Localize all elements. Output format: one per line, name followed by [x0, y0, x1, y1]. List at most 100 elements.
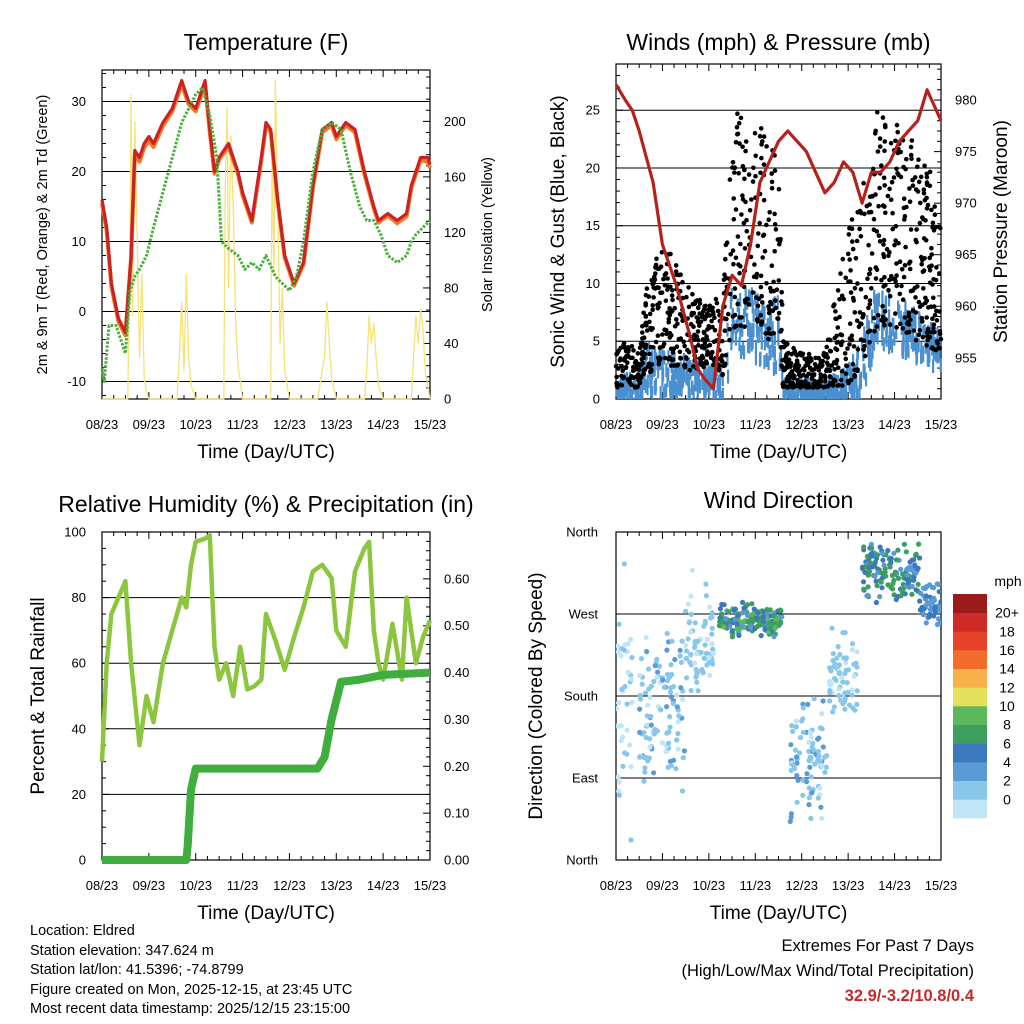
wind-direction-point: [647, 694, 653, 700]
wind-gust-point: [842, 351, 848, 356]
wind-gust-point: [722, 361, 728, 367]
wind-gust-point: [882, 275, 887, 280]
wind-gust-point: [928, 330, 934, 335]
wind-gust-point: [914, 227, 919, 232]
wind-gust-point: [802, 368, 807, 373]
wind-direction-point: [849, 647, 855, 653]
wind-gust-point: [881, 175, 887, 181]
wind-direction-point: [744, 613, 751, 619]
wind-direction-point: [808, 774, 814, 780]
y-axis-label: Percent & Total Rainfall: [28, 597, 49, 794]
wind-gust-point: [929, 252, 934, 257]
wind-gust-point: [771, 279, 776, 285]
y-right-tick-label: 80: [444, 280, 458, 295]
wind-gust-point: [743, 300, 748, 305]
wind-direction-point: [668, 662, 674, 668]
wind-direction-point: [654, 656, 660, 663]
colorbar-unit: mph: [994, 573, 1021, 589]
wind-gust-point: [639, 352, 645, 357]
wind-direction-point: [670, 701, 676, 707]
wind-gust-point: [712, 327, 718, 333]
humidity-panel: 08/23 09/23 10/23 11/23 12/23 13/23 14/23 15/23…: [28, 491, 474, 924]
wind-direction-point: [709, 610, 715, 616]
wind-gust-point: [707, 342, 713, 348]
wind-gust-point: [910, 183, 916, 188]
wind-gust-point: [937, 271, 942, 276]
wind-gust-point: [621, 340, 627, 346]
wind-gust-point: [877, 136, 883, 141]
station-location: Location: Eldred: [30, 923, 135, 939]
wind-direction-point: [799, 718, 805, 724]
colorbar-label: 16: [999, 642, 1015, 658]
wind-gust-point: [737, 270, 742, 276]
wind-gust-point: [711, 312, 716, 317]
wind-gust-point: [780, 380, 786, 386]
wind-gust-point: [888, 197, 894, 202]
x-tick-label: 11/23: [227, 417, 259, 432]
wind-gust-point: [768, 331, 773, 337]
wind-gust-point: [727, 337, 732, 343]
wind-gust-point: [757, 133, 763, 139]
y-right-tick-label: 40: [444, 336, 458, 351]
wind-gust-point: [695, 305, 701, 311]
wind-gust-point: [862, 343, 867, 349]
wind-gust-point: [882, 139, 888, 144]
wind-direction-point: [850, 641, 856, 647]
wind-gust-point: [766, 336, 771, 342]
wind-direction-point: [616, 706, 619, 712]
wind-direction-point: [861, 586, 867, 592]
wind-direction-point: [765, 616, 771, 622]
wind-direction-point: [716, 623, 723, 629]
wind-direction-point: [754, 615, 760, 621]
wind-gust-point: [684, 294, 689, 300]
y-right-tick-label: 0.00: [444, 853, 469, 868]
wind-gust-point: [929, 207, 934, 213]
wind-gust-point: [923, 218, 928, 223]
wind-gust-point: [670, 357, 676, 362]
wind-gust-point: [924, 182, 930, 188]
wind-gust-point: [623, 364, 629, 370]
x-axis-label: Time (Day/UTC): [197, 442, 335, 463]
wind-gust-point: [702, 306, 707, 312]
wind-direction-point: [795, 777, 801, 784]
wind-gust-point: [664, 331, 669, 337]
wind-gust-point: [700, 312, 705, 318]
wind-gust-point: [790, 372, 796, 378]
wind-direction-point: [616, 779, 622, 785]
y-right-tick-label: 955: [955, 350, 977, 365]
wind-direction-point: [709, 641, 715, 647]
wind-direction-point: [864, 553, 871, 560]
wind-gust-point: [848, 290, 854, 295]
wind-direction-point: [700, 670, 706, 676]
wind-gust-point: [656, 304, 661, 310]
wind-direction-point: [860, 564, 866, 570]
wind-gust-point: [669, 293, 675, 298]
y-right-tick-label: 960: [955, 299, 977, 314]
wind-direction-point: [667, 689, 674, 695]
x-tick-label: 13/23: [320, 878, 353, 893]
y-axis-label: 2m & 9m T (Red, Orange) & 2m Td (Green): [35, 95, 51, 375]
wind-direction-point: [873, 599, 880, 606]
wind-gust-point: [874, 324, 880, 329]
wind-gust-point: [903, 166, 908, 172]
wind-gust-point: [861, 347, 866, 353]
wind-gust-point: [734, 125, 740, 130]
wind-direction-point: [717, 606, 724, 612]
y-right-tick-label: 0.50: [444, 618, 469, 633]
wind-gust-point: [909, 156, 914, 161]
wind-gust-point: [732, 286, 738, 291]
wind-direction-point: [895, 547, 901, 553]
wind-gust-point: [834, 316, 839, 322]
wind-gust-point: [777, 239, 783, 244]
wind-direction-point: [800, 792, 806, 798]
wind-gust-point: [779, 290, 784, 295]
wind-gust-point: [792, 384, 797, 389]
wind-gust-point: [853, 255, 859, 261]
wind-gust-point: [635, 351, 641, 356]
wind-gust-point: [673, 269, 679, 274]
wind-gust-point: [656, 285, 661, 291]
wind-gust-point: [621, 374, 627, 380]
wind-gust-point: [925, 333, 930, 339]
wind-direction-point: [797, 750, 803, 756]
wind-gust-point: [674, 344, 680, 350]
